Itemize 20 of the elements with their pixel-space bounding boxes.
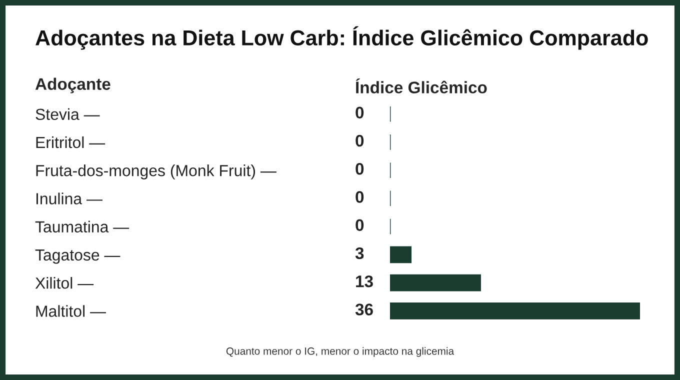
y-tick-label: Eritritol — xyxy=(36,136,106,148)
y-tick-label: Tagatose — xyxy=(35,249,120,264)
text: Quanto menor o IG, menor o impacto na glicemia xyxy=(226,347,454,357)
y-tick-label: Taumatina — xyxy=(35,220,130,233)
y-tick-label: Inulina — xyxy=(36,192,102,204)
data-label: 3 xyxy=(355,247,364,260)
data-label: 0 xyxy=(356,191,364,203)
data-label: 13 xyxy=(356,275,373,288)
data-label: 36 xyxy=(355,304,373,316)
chart-title: Adoçantes na Dieta Low Carb: Índice Glicêmico Comparado xyxy=(36,26,648,50)
y-axis-title: Adoçante xyxy=(35,78,110,94)
data-label: 0 xyxy=(356,219,364,232)
y-tick-label: Maltitol — xyxy=(36,305,106,317)
y-tick-label: Fruta-dos-monges (Monk Fruit) — xyxy=(36,164,276,180)
data-label: 0 xyxy=(356,162,364,175)
data-label: 0 xyxy=(356,134,364,147)
y-tick-label: Xilitol — xyxy=(35,277,94,289)
x-axis-title: Índice Glicêmico xyxy=(356,78,487,94)
y-tick-label: Stevia — xyxy=(36,108,100,120)
data-label: 0 xyxy=(356,106,364,119)
